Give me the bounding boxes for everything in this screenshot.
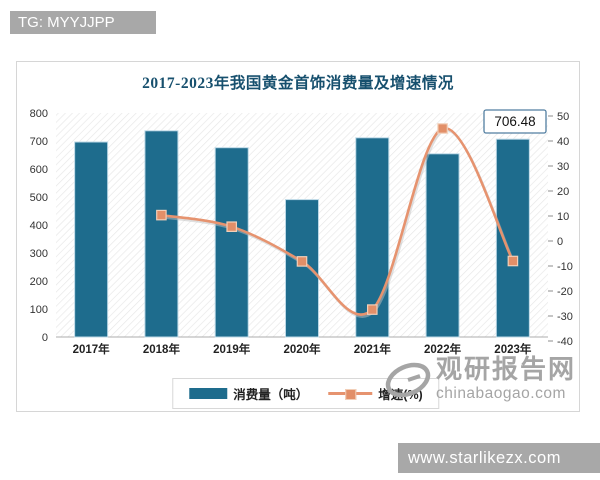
- line-swatch-icon: [328, 388, 373, 400]
- tg-banner: TG: MYYJJPP: [10, 11, 156, 34]
- bar-2021年: [355, 137, 390, 338]
- right-axis-label: 10: [557, 211, 569, 223]
- bar-2022年: [425, 153, 460, 338]
- legend-item-growth: 增速(%): [328, 384, 423, 403]
- right-axis-label: 30: [557, 161, 569, 173]
- site-banner: www.starlikezx.com: [398, 443, 600, 473]
- chart-canvas: 0 100 200 300 400 500 600 700 800 -40 -30 -20 -10 0 10…: [30, 108, 573, 356]
- left-axis-label: 700: [30, 136, 48, 148]
- left-axis-label: 0: [42, 332, 48, 344]
- right-axis-label: -10: [557, 261, 573, 273]
- bar-2020年: [285, 199, 319, 338]
- data-label-box: [483, 109, 547, 134]
- right-axis-label: 20: [557, 186, 569, 198]
- left-axis-label: 600: [30, 164, 48, 176]
- x-axis-label: 2022年: [424, 342, 462, 356]
- right-axis-label: -30: [557, 311, 573, 323]
- legend-label-consumption: 消费量（吨）: [233, 388, 309, 402]
- right-axis-label: 0: [557, 236, 563, 248]
- x-axis-label: 2019年: [213, 342, 251, 356]
- right-axis-label: 50: [557, 111, 569, 123]
- right-axis-label: -20: [557, 286, 573, 298]
- chart-legend: 消费量（吨） 增速(%): [172, 378, 440, 409]
- x-axis-label: 2021年: [354, 342, 392, 356]
- chart-title: 2017-2023年我国黄金首饰消费量及增速情况: [142, 75, 454, 92]
- legend-item-consumption: 消费量（吨）: [189, 384, 308, 403]
- bar-swatch-icon: [189, 388, 228, 399]
- line-marker: [437, 123, 448, 134]
- right-axis-label: 40: [557, 136, 569, 148]
- line-marker: [226, 221, 237, 232]
- line-marker: [156, 209, 167, 221]
- left-axis-label: 400: [30, 220, 48, 232]
- left-axis-label: 300: [30, 248, 48, 260]
- data-label-text: 706.48: [494, 114, 535, 129]
- line-marker: [367, 304, 378, 315]
- left-axis-label: 800: [30, 108, 48, 120]
- bar-2023年: [495, 138, 530, 338]
- x-axis-label: 2018年: [143, 342, 181, 356]
- x-axis-label: 2020年: [283, 342, 321, 356]
- left-axis-label: 100: [30, 304, 48, 316]
- line-marker: [296, 256, 308, 267]
- left-axis-label: 500: [30, 192, 48, 204]
- left-axis-label: 200: [30, 276, 48, 288]
- legend-label-growth: 增速(%): [378, 388, 423, 402]
- bar-2017年: [74, 141, 109, 338]
- line-marker: [507, 255, 519, 267]
- bar-2019年: [214, 147, 249, 338]
- bar-2018年: [144, 130, 179, 338]
- right-axis-label: -40: [557, 336, 573, 348]
- chart-card: 2017-2023年我国黄金首饰消费量及增速情况 0 100 200 300 400 50…: [16, 61, 580, 412]
- x-axis-label: 2023年: [494, 342, 532, 356]
- x-axis-label: 2017年: [73, 342, 111, 356]
